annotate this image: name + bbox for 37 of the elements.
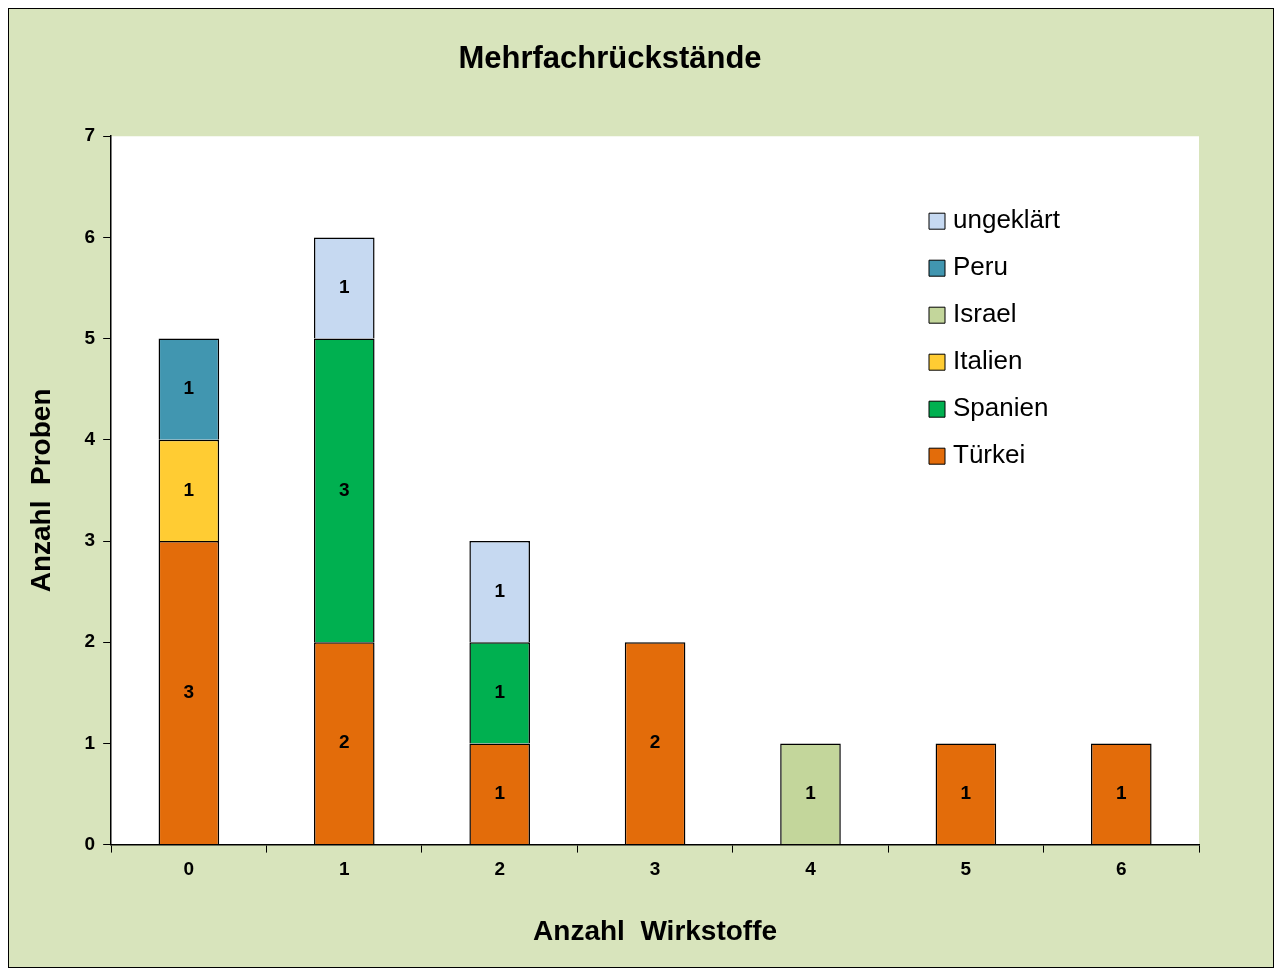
y-tick-label: 3 [84,529,96,551]
x-axis-title: Anzahl Wirkstoffe [533,914,778,946]
data-label: 1 [183,478,195,500]
x-tick-label: 5 [960,858,972,880]
data-label: 1 [1116,781,1128,803]
data-label: 1 [494,781,506,803]
data-label: 2 [649,731,661,753]
legend-label: Italien [953,345,1023,376]
legend-label: Türkei [953,439,1026,470]
y-tick-label: 0 [84,832,96,854]
x-tick-label: 6 [1116,858,1127,880]
x-tick-label: 0 [183,858,195,880]
y-tick-label: 2 [84,630,96,652]
data-label: 1 [494,579,506,601]
x-tick-label: 2 [494,858,505,880]
data-label: 1 [338,276,350,298]
y-tick-label: 5 [84,326,96,348]
x-tick-label: 3 [649,858,661,880]
data-label: 1 [960,781,972,803]
data-label: 3 [338,478,350,500]
chart-title: Mehrfachrückstände [458,40,762,76]
y-tick-label: 1 [84,731,96,753]
y-tick-label: 7 [84,124,96,146]
x-tick-label: 1 [338,858,350,880]
x-tick-label: 4 [805,858,817,880]
data-label: 1 [494,681,506,703]
legend-label: ungeklärt [953,204,1061,235]
y-tick-label: 4 [84,428,96,450]
legend-label: Peru [953,251,1008,282]
data-label: 2 [338,731,350,753]
legend-label: Spanien [953,392,1049,423]
y-tick-label: 6 [84,225,96,247]
legend-label: Israel [953,298,1017,329]
y-axis-title: Anzahl Proben [24,388,56,593]
data-label: 3 [183,680,195,702]
data-label: 1 [805,781,817,803]
data-label: 1 [183,377,195,399]
